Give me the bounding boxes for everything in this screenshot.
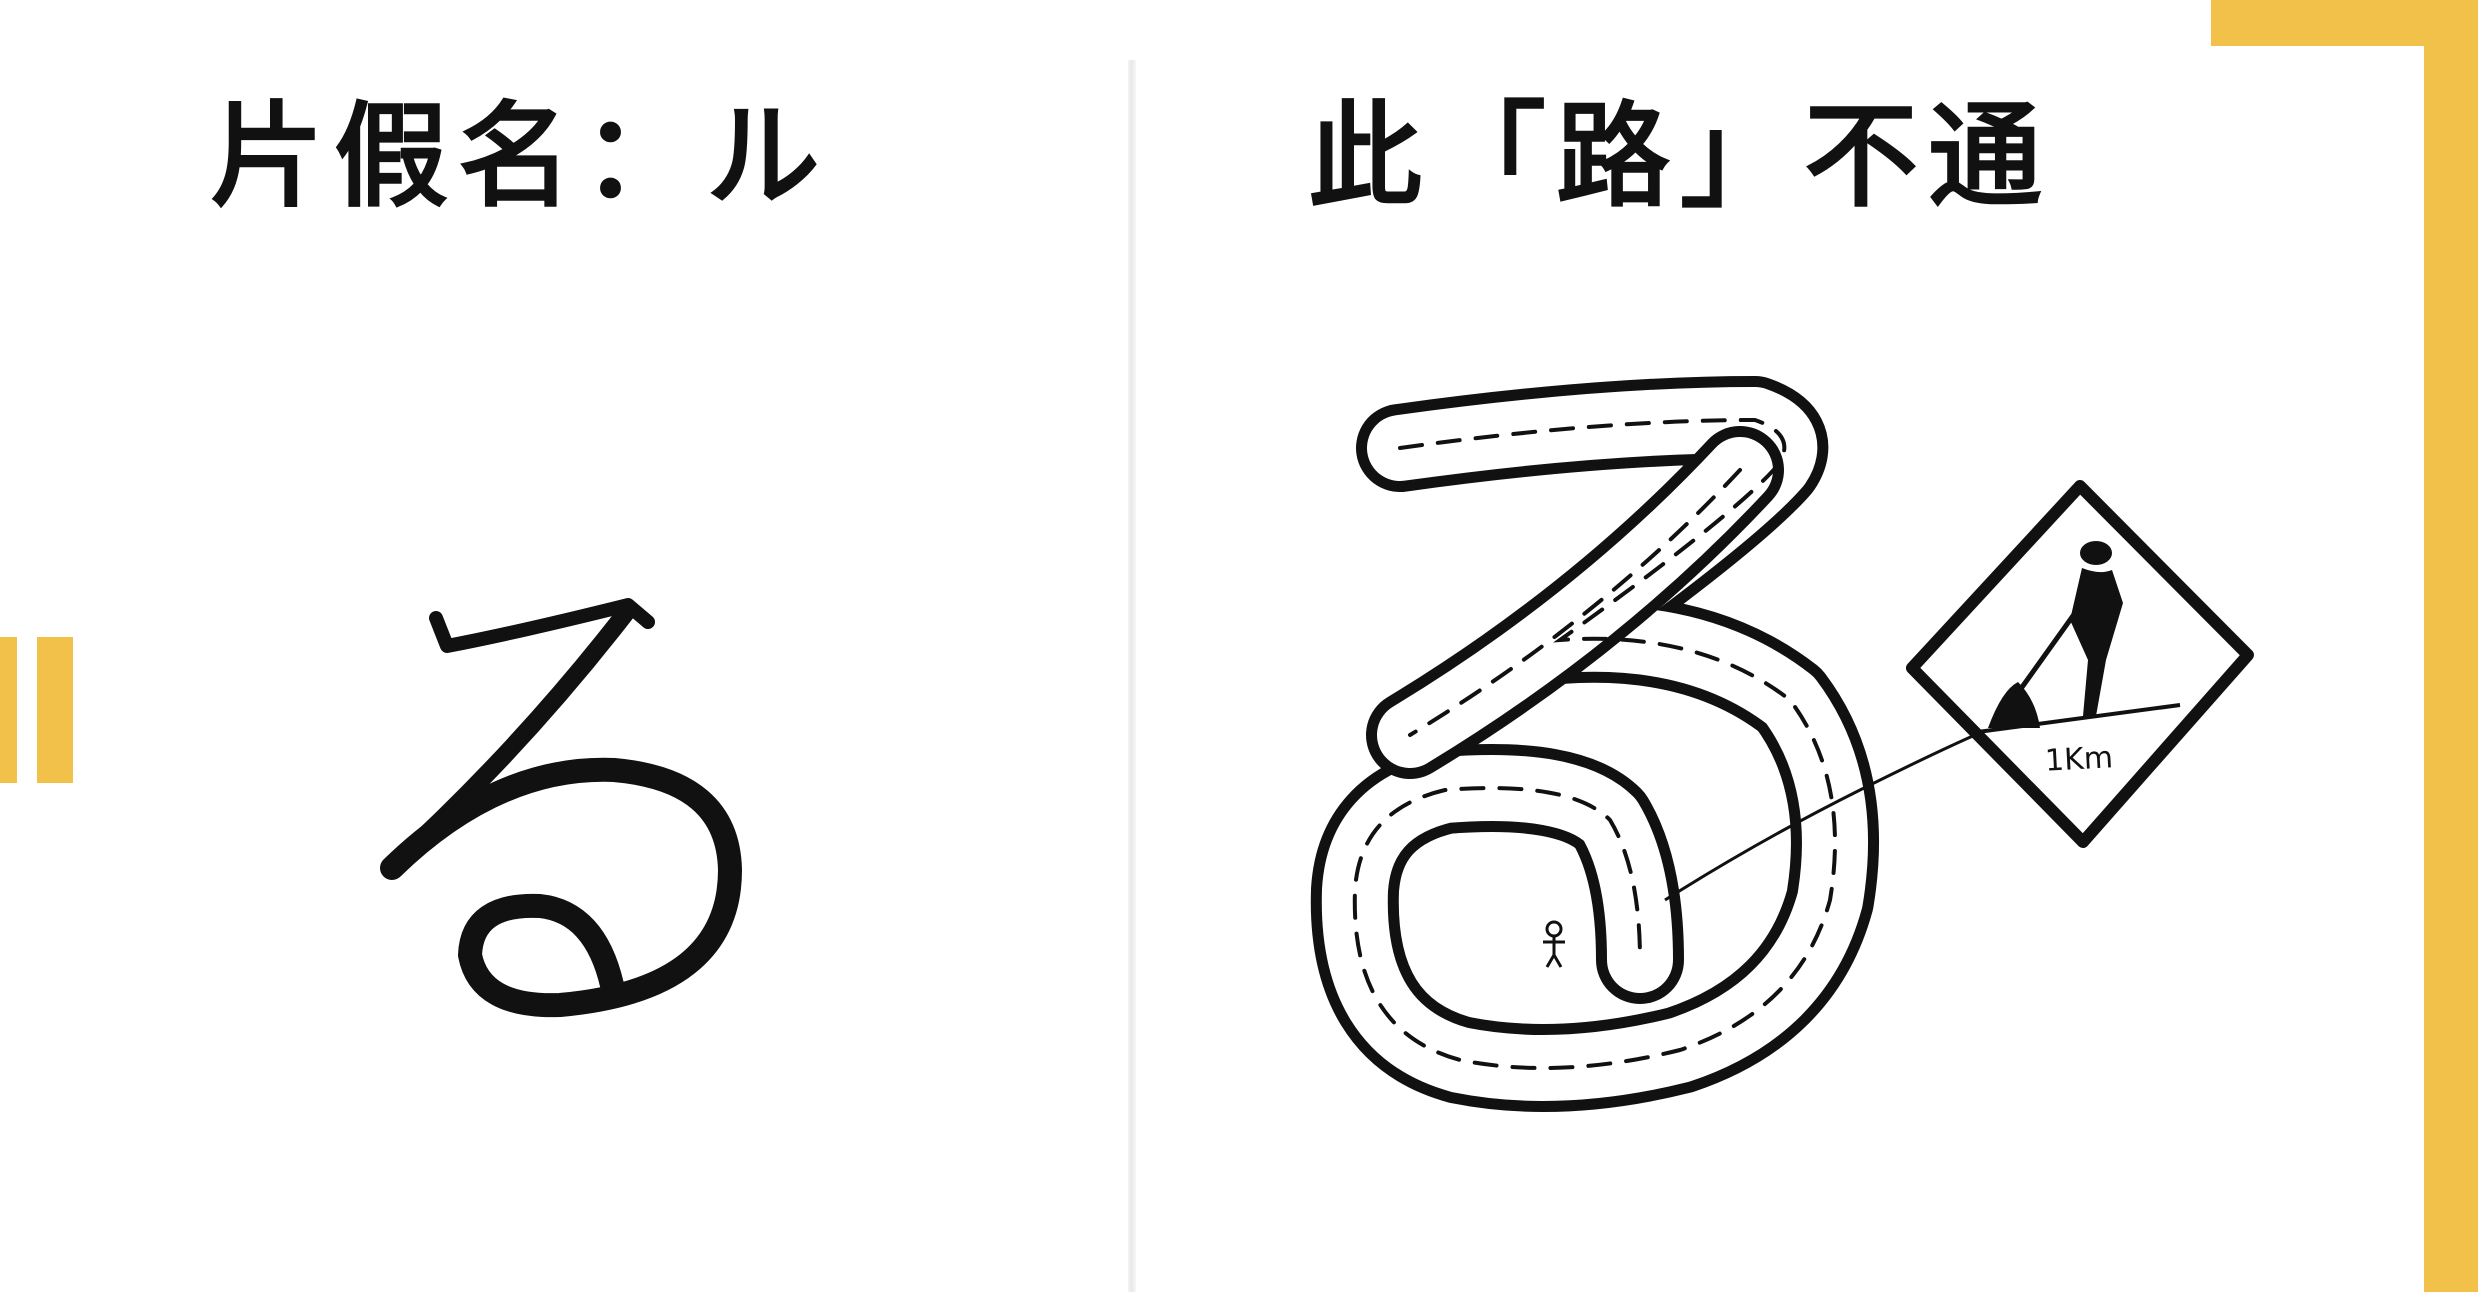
- left-panel-title: 片假名：ル: [210, 90, 831, 223]
- accent-bar-left-2: [37, 637, 73, 783]
- road-illustration: [1310, 376, 1976, 1112]
- hiragana-ru-glyph: [380, 598, 742, 1018]
- panel-divider: [1128, 60, 1136, 1292]
- road-work-sign-icon: [1906, 480, 2254, 848]
- accent-bar-left-1: [0, 637, 17, 783]
- sign-distance-label: 1Km: [2044, 740, 2114, 779]
- accent-bar-right: [2424, 0, 2478, 1292]
- right-panel-title: 此「路」不通: [1308, 90, 2053, 223]
- stick-person: [1543, 920, 1565, 968]
